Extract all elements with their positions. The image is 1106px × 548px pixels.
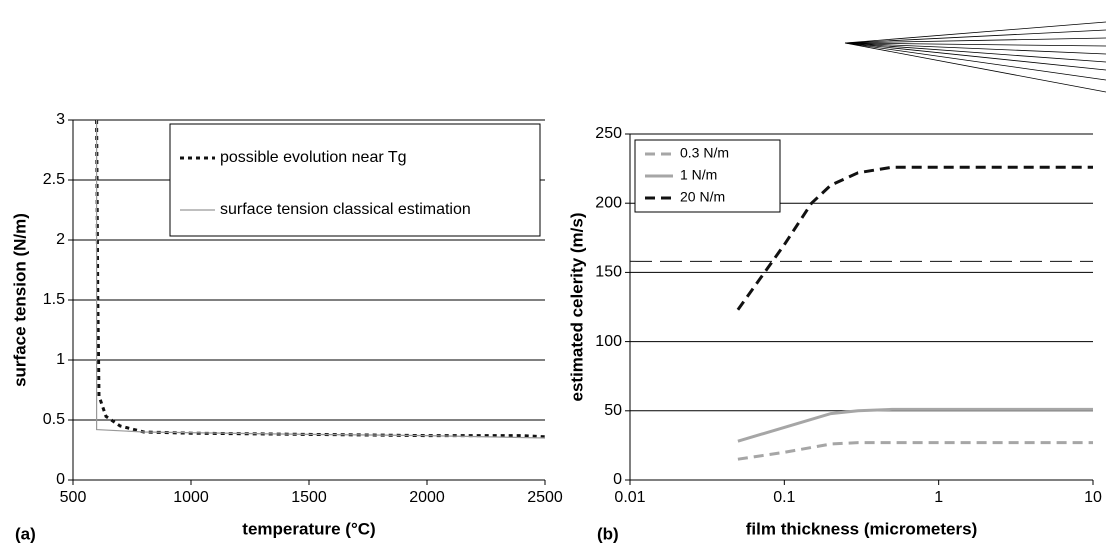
legend-label: 0.3 N/m — [680, 145, 729, 161]
y-tick-label: 150 — [595, 264, 622, 281]
y-axis-label: surface tension (N/m) — [10, 213, 29, 387]
y-tick-label: 2.5 — [43, 171, 65, 188]
series-line — [737, 441, 1093, 461]
panel-label: (b) — [597, 524, 619, 543]
y-tick-label: 2 — [56, 231, 65, 248]
y-tick-label: 1 — [56, 351, 65, 368]
x-tick-label: 10 — [1084, 489, 1102, 506]
x-axis-label: temperature (°C) — [242, 519, 375, 538]
chart: 0 50 100 150 200 250 0.01 0.1 1 10 film thickness … — [567, 125, 1102, 543]
y-tick-label: 250 — [595, 125, 622, 142]
x-axis-label: film thickness (micrometers) — [746, 519, 977, 538]
x-tick-label: 500 — [60, 489, 87, 506]
x-tick-label: 0.1 — [773, 489, 795, 506]
y-tick-label: 0.5 — [43, 411, 65, 428]
y-axis-label: estimated celerity (m/s) — [567, 213, 586, 402]
y-tick-label: 1.5 — [43, 291, 65, 308]
legend-label: 20 N/m — [680, 189, 725, 205]
panel-label: (a) — [15, 524, 36, 543]
y-tick-label: 100 — [595, 333, 622, 350]
x-tick-label: 1500 — [291, 489, 327, 506]
legend-label: possible evolution near Tg — [220, 149, 407, 166]
x-tick-label: 2000 — [409, 489, 445, 506]
series-line — [95, 120, 546, 439]
x-tick-label: 1 — [934, 489, 943, 506]
y-tick-label: 0 — [613, 471, 622, 488]
y-tick-label: 0 — [56, 471, 65, 488]
legend-label: 1 N/m — [680, 167, 717, 183]
x-tick-label: 1000 — [173, 489, 209, 506]
fan-decoration — [844, 21, 1106, 93]
chart: 0 0.5 1 1.5 2 2.5 3 500 1000 1500 2000 2500 temperat… — [10, 111, 562, 543]
y-tick-label: 200 — [595, 194, 622, 211]
x-tick-label: 2500 — [527, 489, 563, 506]
y-tick-label: 50 — [604, 402, 622, 419]
legend-box — [169, 123, 541, 237]
legend-label: surface tension classical estimation — [220, 201, 471, 218]
series-line — [736, 165, 1093, 311]
series-line — [737, 407, 1093, 443]
y-tick-label: 3 — [56, 111, 65, 128]
x-tick-label: 0.01 — [614, 489, 645, 506]
